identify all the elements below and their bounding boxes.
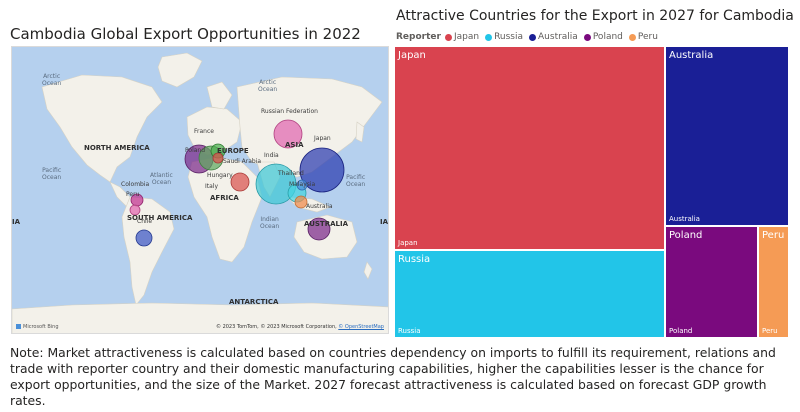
tile-label-peru: Peru (762, 230, 785, 241)
north-america-land (41, 74, 163, 183)
treemap-tile-peru[interactable]: Peru Peru (758, 226, 789, 338)
country-label-france: France (194, 128, 214, 135)
bubble-australia-east (307, 217, 331, 241)
legend-item-peru[interactable]: Peru (628, 32, 658, 42)
tile-label-australia: Australia (669, 50, 714, 61)
ocean-label-arctic-right: Arctic Ocean (258, 79, 278, 93)
bubble-russia (273, 119, 303, 149)
osm-link[interactable]: © OpenStreetMap (338, 324, 384, 330)
tile-sublabel-peru: Peru (762, 327, 778, 335)
bing-logo: Microsoft Bing (16, 324, 59, 330)
treemap-panel: Attractive Countries for the Export in 2… (394, 0, 798, 340)
tile-sublabel-poland: Poland (669, 327, 693, 335)
continent-label-asia: ASIA (285, 141, 304, 149)
legend-dot-icon (444, 33, 452, 41)
legend-item-australia[interactable]: Australia (529, 32, 578, 42)
ocean-label-indian: Indian Ocean (260, 216, 280, 230)
edge-label-right: IA (380, 218, 389, 226)
bubble-australia (294, 195, 308, 209)
edge-label-left: IA (12, 218, 21, 226)
country-label-saudi: Saudi Arabia (223, 158, 262, 165)
continent-label-europe: EUROPE (217, 147, 249, 155)
footnote: Note: Market attractiveness is calculate… (10, 345, 776, 408)
treemap-tile-australia[interactable]: Australia Australia (665, 46, 789, 226)
treemap-tile-japan[interactable]: Japan Japan (394, 46, 665, 250)
treemap-title: Attractive Countries for the Export in 2… (396, 8, 794, 24)
legend-dot-icon (628, 33, 636, 41)
legend-dot-icon (485, 33, 493, 41)
world-map-svg (12, 52, 388, 333)
country-label-poland: Poland (185, 147, 206, 154)
ocean-label-pacific-right: Pacific Ocean (346, 174, 366, 188)
country-label-peru: Peru (126, 191, 140, 198)
tile-label-russia: Russia (398, 254, 431, 265)
continent-label-antarctica: ANTARCTICA (229, 298, 279, 306)
country-label-australia: Australia (306, 203, 333, 210)
ocean-label-atlantic: Atlantic Ocean (150, 172, 173, 186)
country-label-india: India (264, 152, 279, 159)
continent-label-australia: AUSTRALIA (304, 220, 348, 228)
tile-label-poland: Poland (669, 230, 703, 241)
continent-label-africa: AFRICA (210, 194, 239, 202)
continent-label-north-america: NORTH AMERICA (84, 144, 150, 152)
ocean-label-arctic-left: Arctic Ocean (42, 73, 62, 87)
tile-sublabel-japan: Japan (398, 239, 418, 247)
greenland-land (157, 52, 203, 88)
scandinavia-land (206, 81, 233, 110)
bubble-saudi (212, 152, 224, 164)
map-attribution: © 2023 TomTom, © 2023 Microsoft Corporat… (215, 324, 384, 330)
country-label-chile: Chile (137, 218, 153, 225)
tile-sublabel-russia: Russia (398, 327, 421, 335)
legend-dot-icon (529, 33, 537, 41)
map-panel: Cambodia Global Export Opportunities in … (0, 0, 390, 340)
treemap-tile-russia[interactable]: Russia Russia (394, 250, 665, 338)
japan-land (355, 121, 365, 143)
antarctica-land (12, 302, 388, 333)
new-zealand-land (363, 261, 373, 280)
country-label-japan: Japan (314, 135, 331, 142)
country-label-hungary: Hungary (207, 172, 233, 179)
country-label-russia: Russian Federation (261, 108, 318, 115)
ocean-label-pacific-left: Pacific Ocean (42, 167, 62, 181)
treemap-tile-poland[interactable]: Poland Poland (665, 226, 758, 338)
legend-title: Reporter (396, 32, 441, 42)
bubble-italy (230, 172, 250, 192)
country-label-italy: Italy (205, 183, 219, 190)
bubble-malaysia (296, 179, 308, 191)
continent-label-south-america: SOUTH AMERICA (127, 214, 193, 222)
legend-item-russia[interactable]: Russia (485, 32, 523, 42)
tile-label-japan: Japan (398, 50, 426, 61)
legend-item-japan[interactable]: Japan (444, 32, 479, 42)
map-title: Cambodia Global Export Opportunities in … (10, 25, 361, 43)
legend-item-poland[interactable]: Poland (583, 32, 623, 42)
treemap-legend: Reporter Japan Russia Australia Poland P… (396, 32, 664, 42)
legend-dot-icon (583, 33, 591, 41)
country-label-malaysia: Malaysia (289, 181, 316, 188)
world-map[interactable]: Arctic Ocean Arctic Ocean Pacific Ocean … (11, 46, 389, 334)
bubble-japan (299, 147, 345, 193)
south-america-land (121, 196, 175, 306)
country-label-thailand: Thailand (278, 170, 304, 177)
bubble-peru (129, 204, 141, 216)
tile-sublabel-australia: Australia (669, 215, 700, 223)
bing-icon (16, 324, 21, 329)
country-label-colombia: Colombia (121, 181, 150, 188)
bubble-chile (135, 229, 153, 247)
